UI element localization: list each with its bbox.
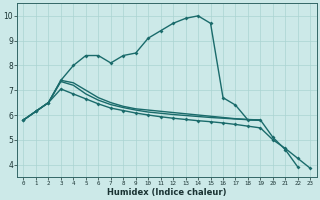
- X-axis label: Humidex (Indice chaleur): Humidex (Indice chaleur): [107, 188, 227, 197]
